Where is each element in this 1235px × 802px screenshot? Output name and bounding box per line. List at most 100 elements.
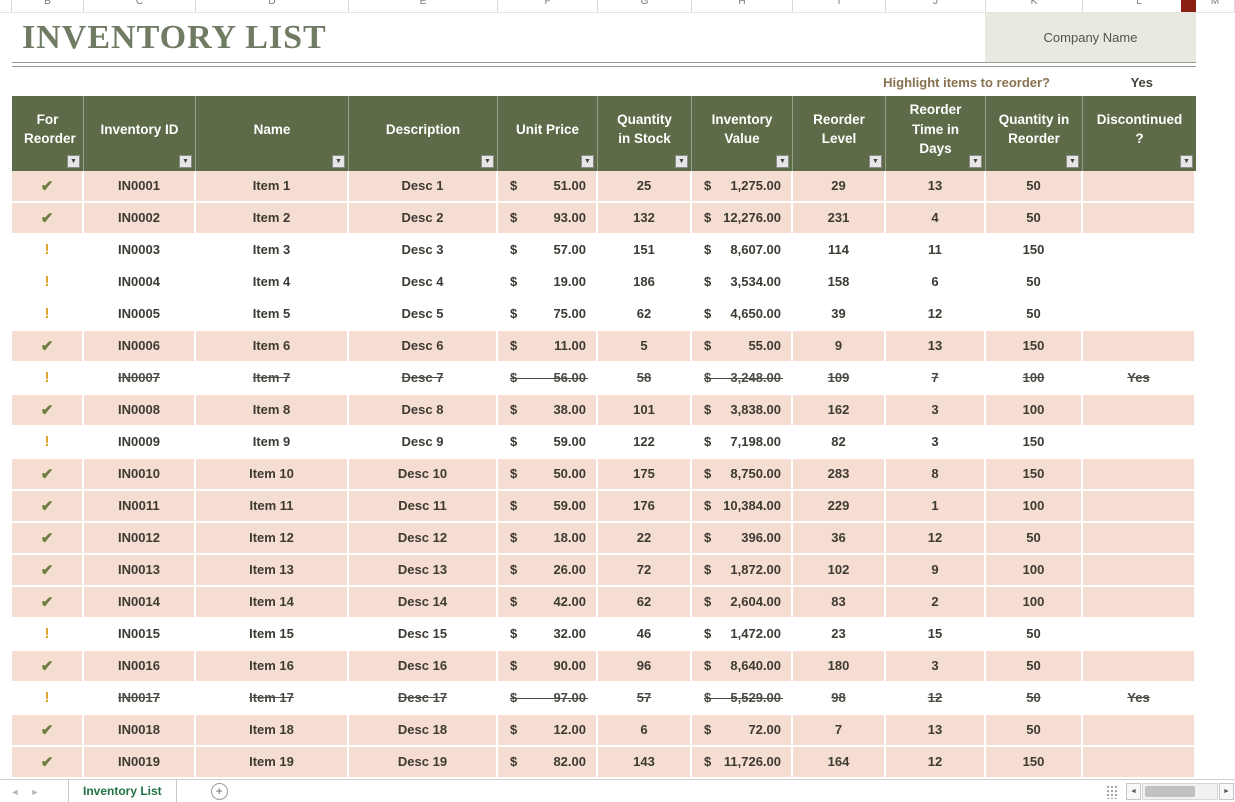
cell-discontinued[interactable]: [1083, 554, 1196, 587]
cell-reorder-days[interactable]: 12: [886, 298, 986, 331]
cell-inventory-id[interactable]: IN0008: [84, 394, 196, 427]
cell-inventory-id[interactable]: IN0017: [84, 682, 196, 715]
cell-inventory-id[interactable]: IN0012: [84, 522, 196, 555]
cell-qty-in-reorder[interactable]: 150: [986, 234, 1083, 267]
cell-reorder-level[interactable]: 102: [793, 554, 886, 587]
cell-description[interactable]: Desc 13: [349, 554, 498, 587]
column-letter-cell[interactable]: L: [1083, 0, 1196, 12]
cell-description[interactable]: Desc 3: [349, 234, 498, 267]
reorder-status-cell[interactable]: !: [12, 682, 84, 715]
highlight-answer-cell[interactable]: Yes: [1130, 75, 1153, 90]
column-letter-cell[interactable]: J: [886, 0, 986, 12]
cell-unit-price[interactable]: $90.00: [498, 650, 598, 683]
cell-discontinued[interactable]: [1083, 586, 1196, 619]
cell-inventory-value[interactable]: $1,872.00: [692, 554, 793, 587]
cell-reorder-days[interactable]: 11: [886, 234, 986, 267]
cell-reorder-level[interactable]: 36: [793, 522, 886, 555]
filter-dropdown-icon[interactable]: ▼: [481, 154, 494, 168]
cell-qty-in-stock[interactable]: 151: [598, 234, 692, 267]
cell-qty-in-reorder[interactable]: 100: [986, 586, 1083, 619]
cell-reorder-days[interactable]: 12: [886, 746, 986, 779]
cell-reorder-days[interactable]: 7: [886, 362, 986, 395]
cell-inventory-value[interactable]: $3,534.00: [692, 266, 793, 299]
cell-item-name[interactable]: Item 7: [196, 362, 349, 395]
cell-reorder-level[interactable]: 9: [793, 330, 886, 363]
column-letter-cell[interactable]: G: [598, 0, 692, 12]
filter-dropdown-icon[interactable]: ▼: [581, 154, 594, 168]
cell-unit-price[interactable]: $59.00: [498, 426, 598, 459]
reorder-status-cell[interactable]: !: [12, 234, 84, 267]
column-letter-cell[interactable]: K: [986, 0, 1083, 12]
filter-dropdown-icon[interactable]: ▼: [869, 154, 882, 168]
cell-qty-in-reorder[interactable]: 50: [986, 298, 1083, 331]
cell-qty-in-reorder[interactable]: 50: [986, 650, 1083, 683]
filter-dropdown-icon[interactable]: ▼: [776, 154, 789, 168]
cell-unit-price[interactable]: $18.00: [498, 522, 598, 555]
cell-inventory-id[interactable]: IN0005: [84, 298, 196, 331]
cell-qty-in-stock[interactable]: 62: [598, 586, 692, 619]
cell-qty-in-reorder[interactable]: 150: [986, 330, 1083, 363]
cell-inventory-value[interactable]: $2,604.00: [692, 586, 793, 619]
column-letter-cell[interactable]: D: [196, 0, 349, 12]
cell-qty-in-reorder[interactable]: 100: [986, 362, 1083, 395]
cell-item-name[interactable]: Item 14: [196, 586, 349, 619]
cell-qty-in-stock[interactable]: 176: [598, 490, 692, 523]
reorder-status-cell[interactable]: ✔: [12, 490, 84, 523]
cell-reorder-level[interactable]: 283: [793, 458, 886, 491]
cell-unit-price[interactable]: $93.00: [498, 202, 598, 235]
cell-description[interactable]: Desc 19: [349, 746, 498, 779]
cell-reorder-days[interactable]: 13: [886, 330, 986, 363]
cell-description[interactable]: Desc 8: [349, 394, 498, 427]
cell-inventory-value[interactable]: $72.00: [692, 714, 793, 747]
cell-discontinued[interactable]: [1083, 202, 1196, 235]
reorder-status-cell[interactable]: !: [12, 298, 84, 331]
cell-reorder-level[interactable]: 164: [793, 746, 886, 779]
cell-item-name[interactable]: Item 8: [196, 394, 349, 427]
cell-reorder-level[interactable]: 29: [793, 170, 886, 203]
cell-qty-in-stock[interactable]: 46: [598, 618, 692, 651]
reorder-status-cell[interactable]: ✔: [12, 330, 84, 363]
cell-inventory-value[interactable]: $4,650.00: [692, 298, 793, 331]
filter-dropdown-icon[interactable]: ▼: [179, 154, 192, 168]
cell-item-name[interactable]: Item 17: [196, 682, 349, 715]
cell-reorder-days[interactable]: 15: [886, 618, 986, 651]
cell-item-name[interactable]: Item 12: [196, 522, 349, 555]
cell-reorder-level[interactable]: 109: [793, 362, 886, 395]
cell-reorder-days[interactable]: 1: [886, 490, 986, 523]
cell-reorder-level[interactable]: 7: [793, 714, 886, 747]
cell-reorder-level[interactable]: 231: [793, 202, 886, 235]
reorder-status-cell[interactable]: ✔: [12, 554, 84, 587]
cell-discontinued[interactable]: Yes: [1083, 362, 1196, 395]
cell-description[interactable]: Desc 6: [349, 330, 498, 363]
sheet-tab-inventory-list[interactable]: Inventory List: [68, 779, 177, 802]
cell-description[interactable]: Desc 18: [349, 714, 498, 747]
cell-inventory-value[interactable]: $1,275.00: [692, 170, 793, 203]
cell-inventory-id[interactable]: IN0013: [84, 554, 196, 587]
cell-unit-price[interactable]: $75.00: [498, 298, 598, 331]
cell-qty-in-stock[interactable]: 122: [598, 426, 692, 459]
cell-inventory-value[interactable]: $8,640.00: [692, 650, 793, 683]
cell-inventory-id[interactable]: IN0001: [84, 170, 196, 203]
cell-reorder-days[interactable]: 6: [886, 266, 986, 299]
cell-description[interactable]: Desc 5: [349, 298, 498, 331]
cell-unit-price[interactable]: $11.00: [498, 330, 598, 363]
cell-reorder-level[interactable]: 23: [793, 618, 886, 651]
cell-discontinued[interactable]: [1083, 522, 1196, 555]
cell-inventory-id[interactable]: IN0003: [84, 234, 196, 267]
cell-unit-price[interactable]: $50.00: [498, 458, 598, 491]
cell-qty-in-reorder[interactable]: 50: [986, 682, 1083, 715]
cell-inventory-id[interactable]: IN0002: [84, 202, 196, 235]
cell-item-name[interactable]: Item 2: [196, 202, 349, 235]
cell-description[interactable]: Desc 2: [349, 202, 498, 235]
cell-qty-in-stock[interactable]: 22: [598, 522, 692, 555]
cell-unit-price[interactable]: $56.00: [498, 362, 598, 395]
reorder-status-cell[interactable]: ✔: [12, 394, 84, 427]
cell-inventory-value[interactable]: $8,607.00: [692, 234, 793, 267]
reorder-status-cell[interactable]: ✔: [12, 714, 84, 747]
cell-reorder-level[interactable]: 229: [793, 490, 886, 523]
cell-reorder-days[interactable]: 13: [886, 170, 986, 203]
cell-reorder-days[interactable]: 12: [886, 682, 986, 715]
cell-qty-in-reorder[interactable]: 50: [986, 202, 1083, 235]
cell-discontinued[interactable]: [1083, 426, 1196, 459]
cell-description[interactable]: Desc 15: [349, 618, 498, 651]
